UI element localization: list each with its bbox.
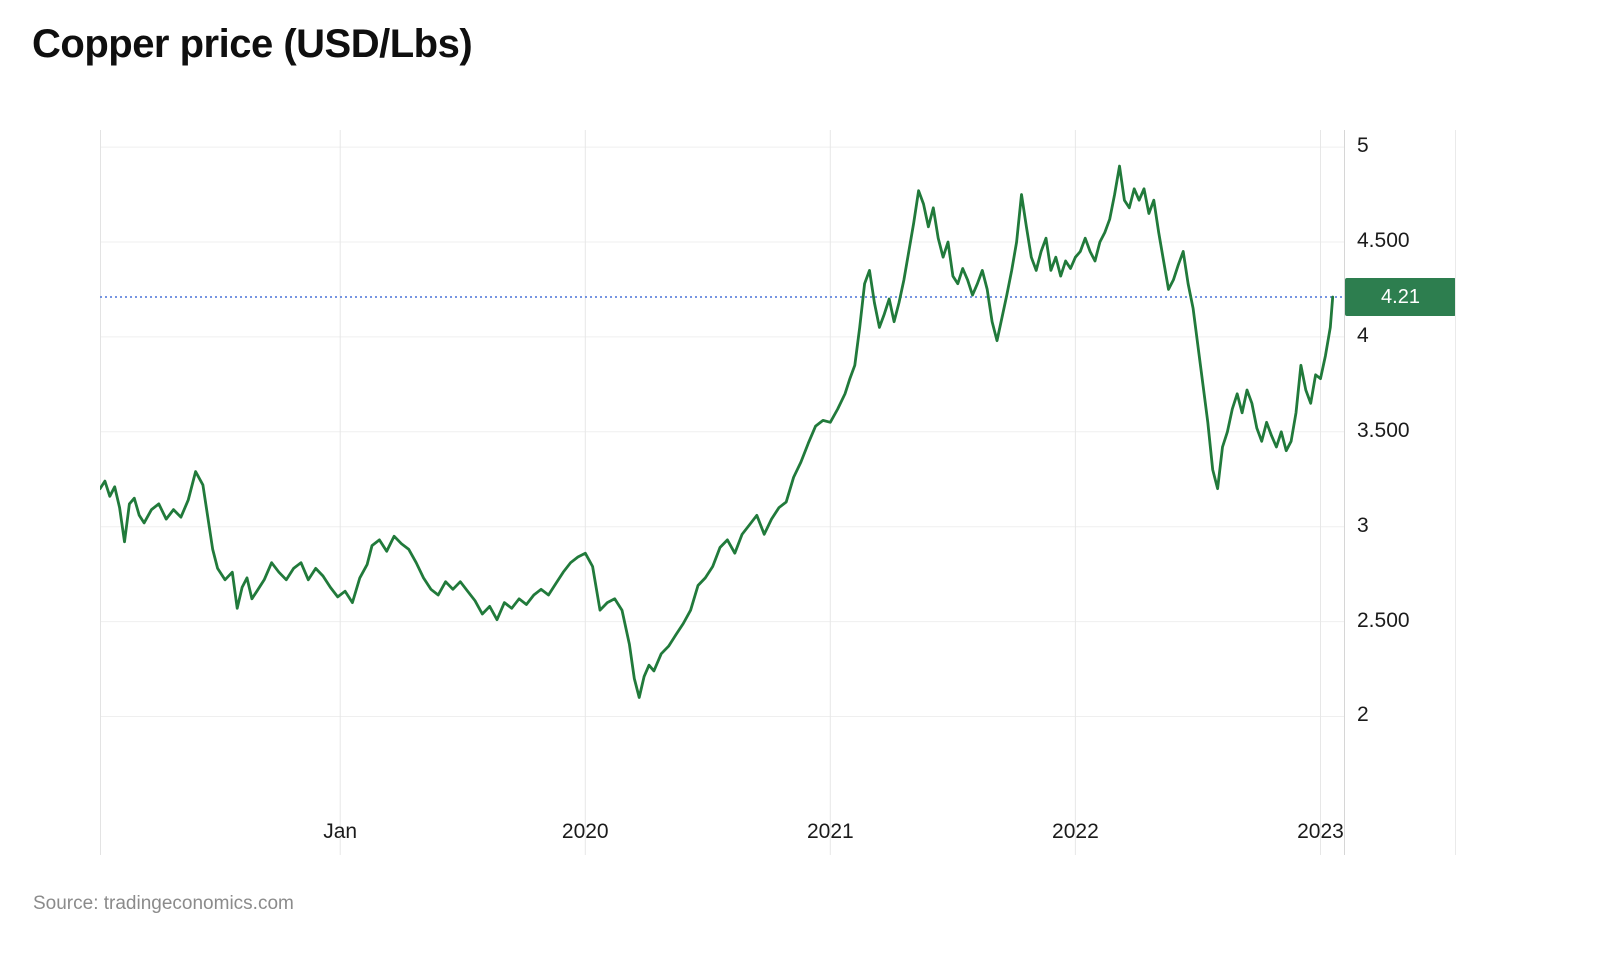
x-axis-labels: Jan 2020 2021 2022 2023 <box>0 820 1600 850</box>
y-tick-label: 3 <box>1357 513 1369 537</box>
chart-title: Copper price (USD/Lbs) <box>32 22 473 66</box>
y-tick-label: 5 <box>1357 134 1369 158</box>
x-tick-label: 2022 <box>1052 820 1099 843</box>
y-tick-label: 3.500 <box>1357 418 1410 442</box>
right-border <box>1455 130 1456 855</box>
y-axis-labels: 5 4.500 4 3.500 3 2.500 2 <box>1357 130 1453 855</box>
x-tick-label: 2021 <box>806 820 854 843</box>
chart-area: 5 4.500 4 3.500 3 2.500 2 Jan 2020 2021 2022 2023 … <box>0 130 1600 855</box>
current-value-badge: 4.21 <box>1345 278 1456 317</box>
y-tick-label: 2.500 <box>1357 608 1410 632</box>
y-tick-label: 4 <box>1357 323 1369 347</box>
y-tick-label: 4.500 <box>1357 228 1410 252</box>
price-line <box>100 164 1335 699</box>
plot-svg[interactable] <box>100 130 1345 855</box>
source-attribution: Source: tradingeconomics.com <box>33 893 294 914</box>
y-tick-label: 2 <box>1357 703 1369 727</box>
x-tick-label: 2023 <box>1297 820 1344 843</box>
x-tick-label: Jan <box>323 820 358 843</box>
x-tick-label: 2020 <box>561 820 609 843</box>
